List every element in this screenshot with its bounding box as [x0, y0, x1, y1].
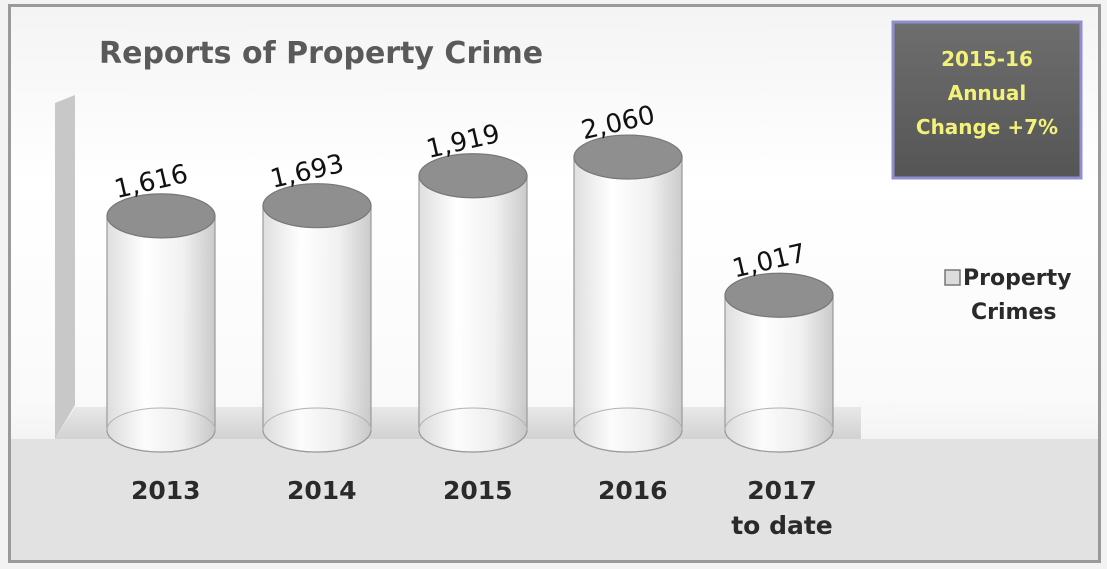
bar-top — [418, 153, 528, 199]
bar-2013 — [106, 193, 216, 453]
bar-base-back-edge — [418, 407, 528, 431]
bar-top — [573, 134, 683, 180]
note-line-2: Annual — [948, 81, 1027, 105]
note-line-3: Change +7% — [916, 115, 1058, 139]
category-label-2014: 2014 — [287, 476, 357, 505]
bar-top — [262, 183, 372, 229]
note-box — [891, 20, 1083, 180]
bar-2014 — [262, 183, 372, 453]
bar-base-back-edge — [262, 407, 372, 431]
bar-base-back-edge — [573, 407, 683, 431]
bar-top — [106, 193, 216, 239]
note-line-1: 2015-16 — [941, 47, 1033, 71]
annual-change-note: 2015-16 Annual Change +7% — [891, 20, 1083, 180]
bar-body — [724, 294, 834, 453]
bar-2016 — [573, 134, 683, 453]
legend-line-1: Property — [963, 266, 1071, 291]
category-label-2013: 2013 — [131, 476, 201, 505]
bar-top — [724, 272, 834, 318]
category-label-2015: 2015 — [443, 476, 513, 505]
bar-body — [106, 215, 216, 453]
bar-body — [262, 205, 372, 453]
category-labels-layer: 2013 2014 2015 2016 2017 to date — [131, 476, 833, 540]
bar-base-back-edge — [724, 407, 834, 431]
bars-layer — [106, 134, 834, 453]
side-wall — [55, 95, 75, 439]
legend-line-2: Crimes — [971, 300, 1056, 325]
category-label-to-date: to date — [731, 511, 833, 540]
category-label-2016: 2016 — [598, 476, 668, 505]
chart-title: Reports of Property Crime — [99, 36, 543, 71]
bar-2017 — [724, 272, 834, 453]
legend: Property Crimes — [944, 266, 1071, 325]
bar-body — [573, 156, 683, 453]
chart-svg: Reports of Property Crime 2015-16 Annual… — [11, 20, 1098, 560]
legend-swatch — [944, 269, 961, 286]
bar-body — [418, 175, 528, 453]
category-label-2017: 2017 — [747, 476, 817, 505]
bar-base-back-edge — [106, 407, 216, 431]
floor-band — [11, 439, 1098, 560]
bar-2015 — [418, 153, 528, 453]
chart-frame: Reports of Property Crime 2015-16 Annual… — [8, 4, 1101, 563]
